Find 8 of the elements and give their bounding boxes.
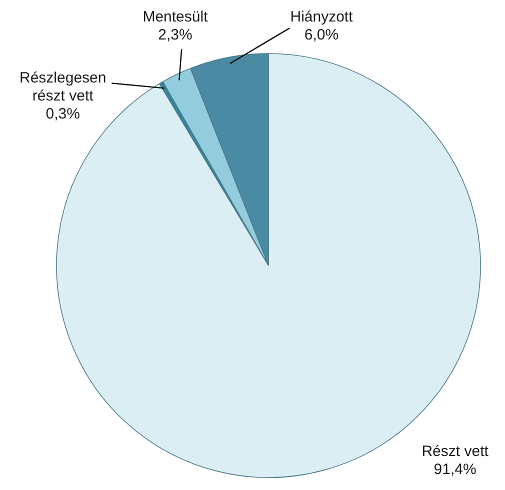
data-label: 0,3% <box>46 105 80 122</box>
slice-label: Mentesült <box>142 8 209 26</box>
data-label: 2,3% <box>158 26 192 44</box>
slice-label: Részt vett <box>422 443 490 460</box>
slice-label: Hiányzott <box>290 8 354 26</box>
data-label: 6,0% <box>304 26 339 44</box>
data-label: 91,4% <box>434 461 476 478</box>
slice-label: Részlegesen részt vett <box>20 69 106 104</box>
